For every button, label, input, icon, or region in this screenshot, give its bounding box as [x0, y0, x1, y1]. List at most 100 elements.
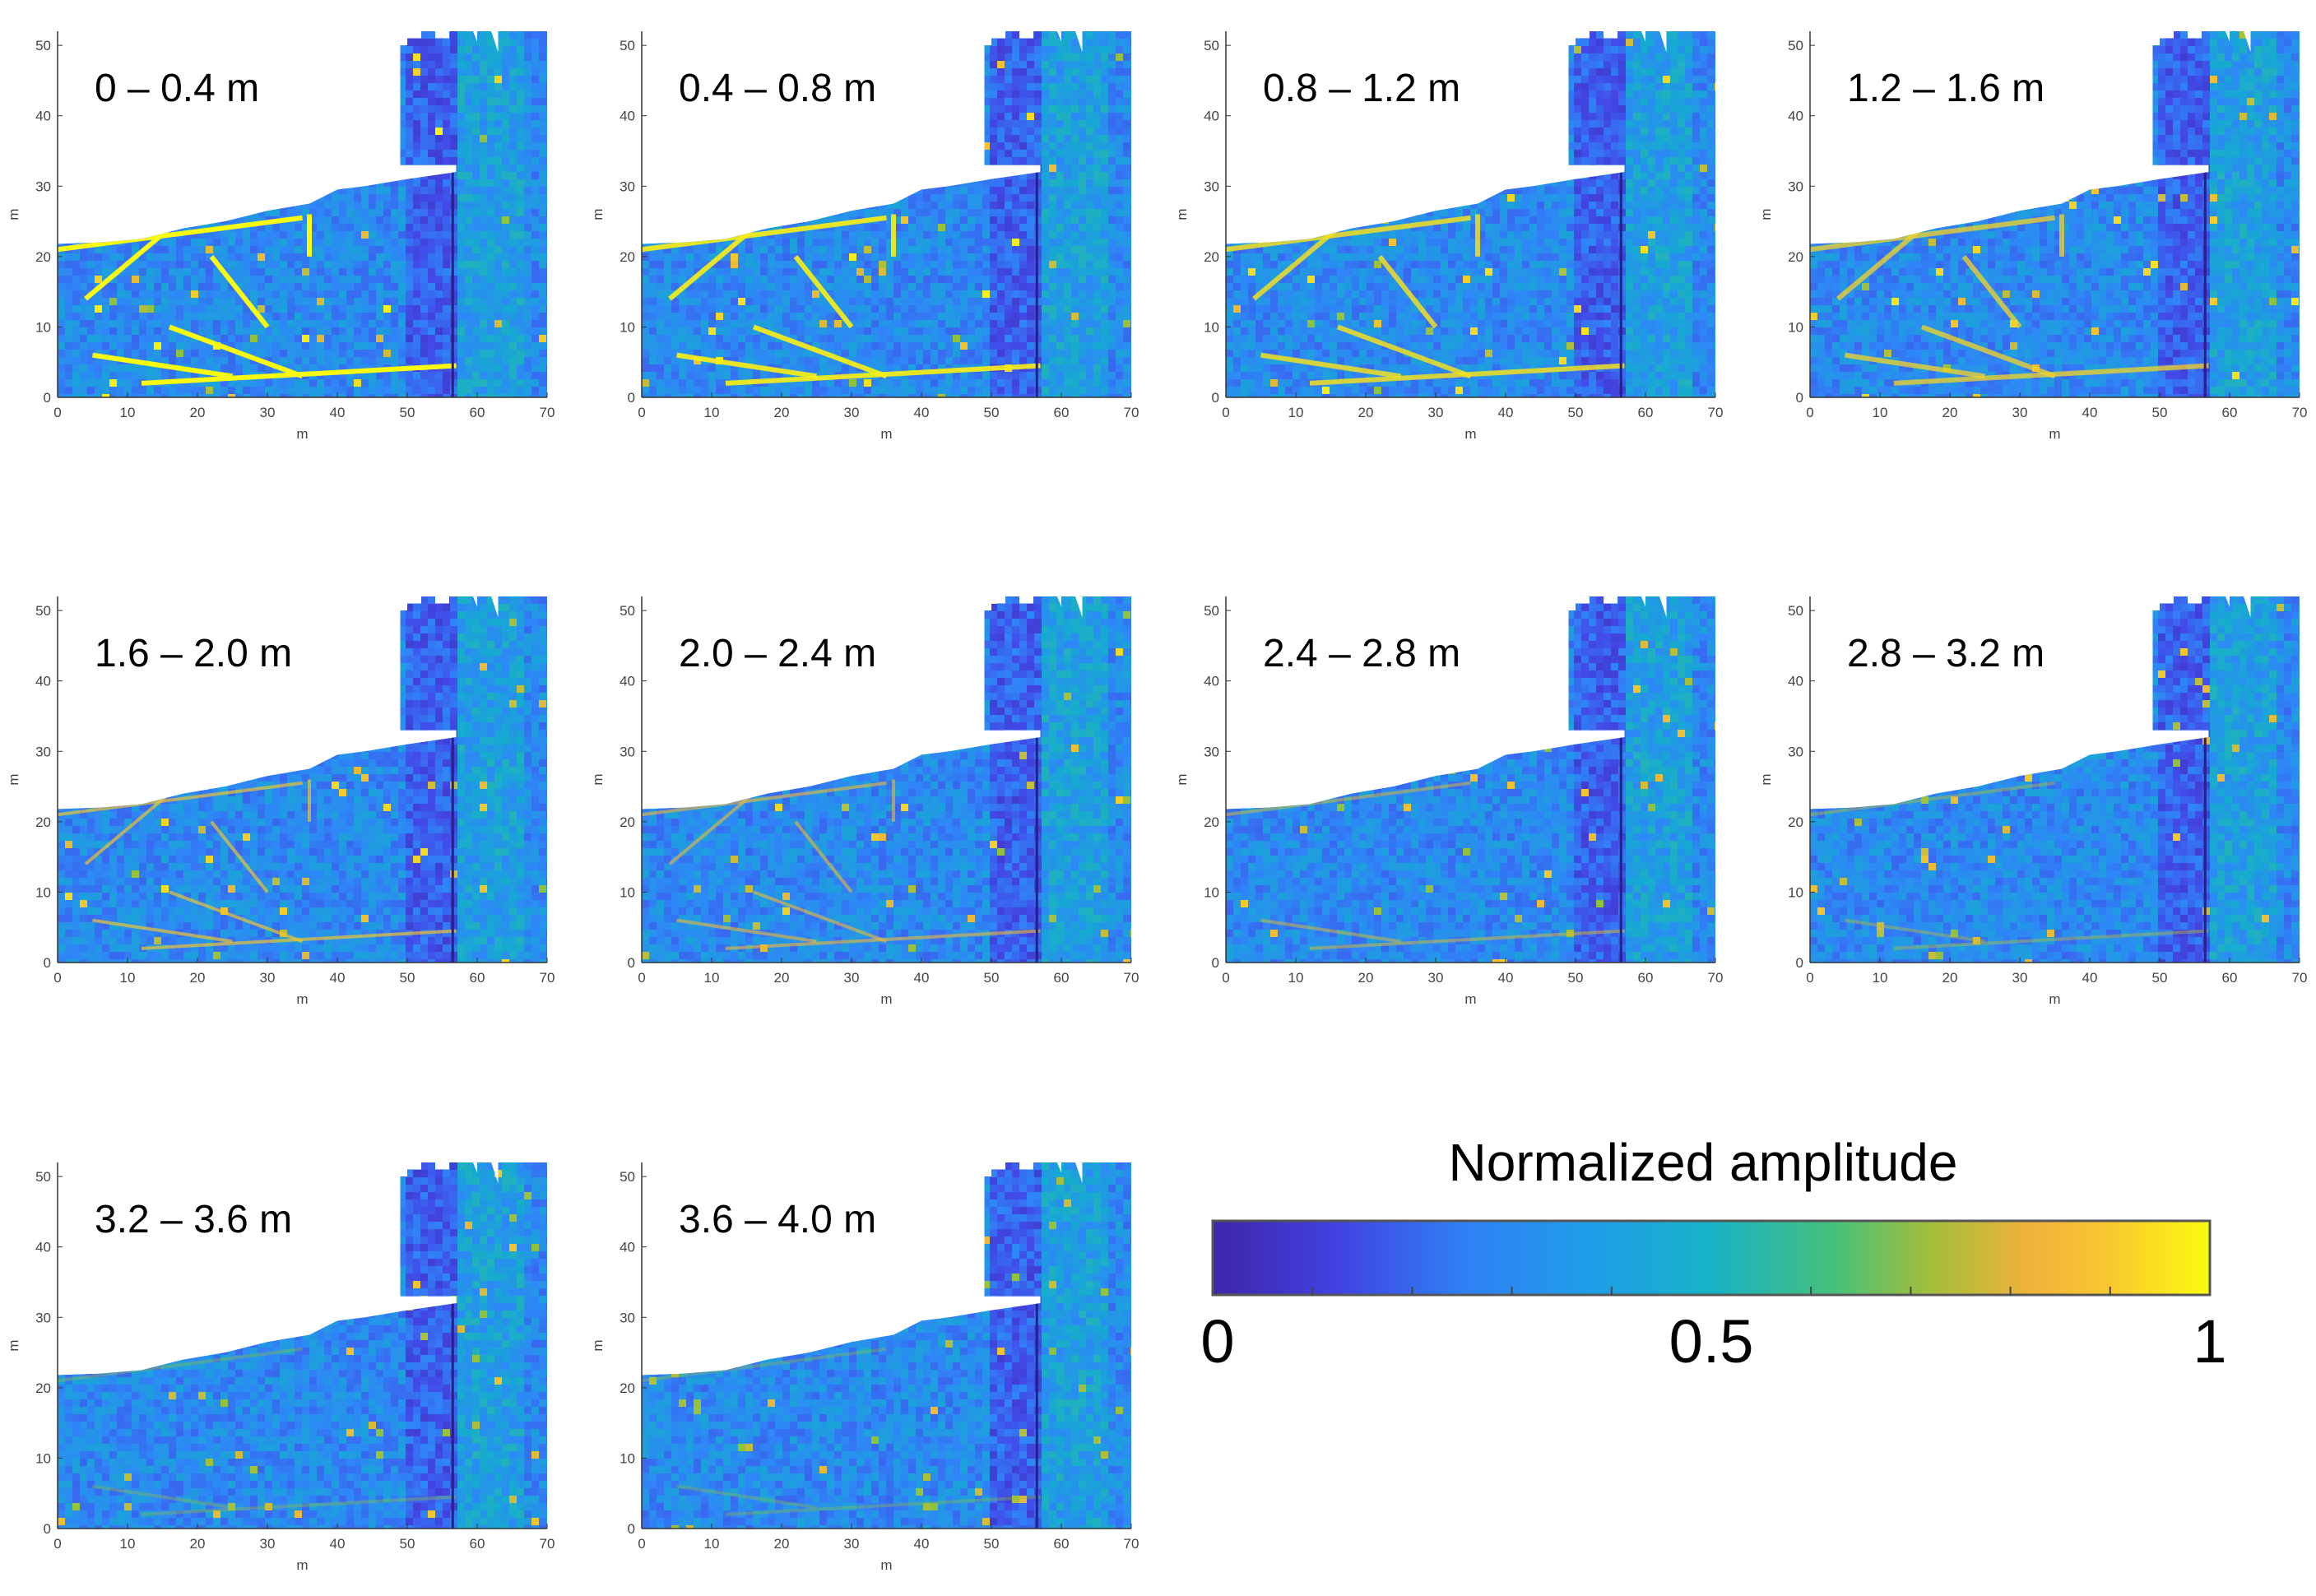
- amplitude-cell: [154, 187, 161, 194]
- amplitude-cell: [72, 150, 80, 157]
- amplitude-cell: [428, 53, 435, 61]
- amplitude-cell: [398, 268, 406, 276]
- amplitude-cell: [109, 231, 117, 239]
- amplitude-cell: [812, 157, 819, 165]
- amplitude-cell: [117, 224, 124, 231]
- amplitude-cell: [250, 379, 258, 387]
- amplitude-cell: [517, 194, 524, 202]
- amplitude-cell: [701, 142, 708, 150]
- amplitude-cell: [457, 283, 465, 290]
- amplitude-cell: [753, 157, 760, 165]
- amplitude-cell: [183, 276, 191, 283]
- amplitude-cell: [391, 290, 398, 298]
- amplitude-cell: [782, 120, 790, 128]
- amplitude-cell: [383, 387, 391, 394]
- amplitude-cell: [960, 165, 968, 172]
- amplitude-cell: [649, 194, 657, 202]
- amplitude-cell: [494, 253, 502, 261]
- amplitude-cell: [893, 165, 901, 172]
- amplitude-cell: [213, 135, 220, 142]
- amplitude-cell: [435, 90, 443, 98]
- amplitude-cell: [1019, 98, 1027, 105]
- amplitude-cell: [805, 194, 812, 202]
- amplitude-cell: [768, 135, 775, 142]
- amplitude-cell: [191, 46, 198, 53]
- amplitude-cell: [317, 90, 324, 98]
- amplitude-cell: [487, 298, 494, 305]
- amplitude-cell: [509, 283, 517, 290]
- amplitude-cell: [856, 202, 864, 209]
- amplitude-cell: [420, 194, 428, 202]
- amplitude-cell: [671, 120, 679, 128]
- amplitude-cell: [1079, 113, 1086, 120]
- amplitude-cell: [1086, 53, 1093, 61]
- amplitude-cell: [465, 46, 472, 53]
- amplitude-cell: [1116, 83, 1123, 90]
- amplitude-cell: [132, 298, 139, 305]
- amplitude-cell: [901, 165, 908, 172]
- amplitude-cell: [975, 165, 982, 172]
- amplitude-cell: [124, 179, 132, 187]
- amplitude-cell: [124, 165, 132, 172]
- amplitude-cell: [139, 113, 146, 120]
- amplitude-cell: [361, 313, 369, 320]
- amplitude-cell: [220, 313, 228, 320]
- amplitude-cell: [472, 39, 480, 46]
- amplitude-cell: [124, 172, 132, 179]
- amplitude-cell: [161, 246, 169, 253]
- amplitude-cell: [893, 187, 901, 194]
- amplitude-cell: [228, 231, 235, 239]
- amplitude-cell: [132, 283, 139, 290]
- amplitude-cell: [398, 113, 406, 120]
- amplitude-cell: [295, 335, 302, 342]
- amplitude-cell: [324, 387, 332, 394]
- amplitude-cell: [1049, 68, 1056, 76]
- amplitude-cell: [908, 172, 916, 179]
- amplitude-cell: [657, 165, 664, 172]
- amplitude-cell: [664, 202, 671, 209]
- amplitude-cell: [435, 128, 443, 135]
- amplitude-cell: [893, 61, 901, 68]
- amplitude-cell: [953, 202, 960, 209]
- amplitude-cell: [198, 253, 206, 261]
- amplitude-cell: [494, 342, 502, 350]
- amplitude-cell: [309, 90, 317, 98]
- amplitude-cell: [487, 276, 494, 283]
- amplitude-cell: [309, 298, 317, 305]
- amplitude-cell: [72, 298, 80, 305]
- amplitude-cell: [243, 276, 250, 283]
- amplitude-cell: [901, 157, 908, 165]
- amplitude-cell: [95, 39, 102, 46]
- amplitude-cell: [317, 313, 324, 320]
- amplitude-cell: [1005, 120, 1012, 128]
- amplitude-cell: [258, 253, 265, 261]
- amplitude-cell: [879, 46, 886, 53]
- amplitude-cell: [768, 31, 775, 39]
- amplitude-cell: [139, 172, 146, 179]
- amplitude-cell: [58, 283, 65, 290]
- amplitude-cell: [790, 46, 797, 53]
- amplitude-cell: [58, 165, 65, 172]
- amplitude-cell: [494, 172, 502, 179]
- amplitude-cell: [169, 216, 176, 224]
- amplitude-cell: [80, 83, 87, 90]
- amplitude-cell: [975, 187, 982, 194]
- amplitude-cell: [443, 90, 450, 98]
- amplitude-cell: [376, 202, 383, 209]
- amplitude-cell: [87, 364, 95, 372]
- amplitude-cell: [117, 209, 124, 216]
- amplitude-cell: [443, 387, 450, 394]
- amplitude-cell: [775, 157, 782, 165]
- amplitude-cell: [369, 379, 376, 387]
- amplitude-cell: [369, 31, 376, 39]
- amplitude-cell: [317, 120, 324, 128]
- amplitude-cell: [849, 39, 856, 46]
- amplitude-cell: [1034, 68, 1042, 76]
- amplitude-cell: [406, 53, 413, 61]
- amplitude-cell: [354, 320, 361, 327]
- amplitude-cell: [879, 157, 886, 165]
- amplitude-cell: [1086, 150, 1093, 157]
- amplitude-cell: [317, 253, 324, 261]
- amplitude-cell: [420, 387, 428, 394]
- amplitude-cell: [265, 202, 272, 209]
